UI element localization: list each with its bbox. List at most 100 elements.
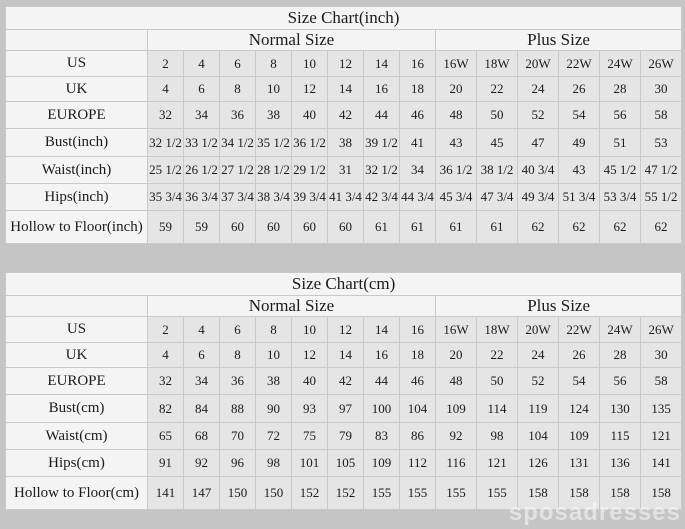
size-cell: 36 xyxy=(219,367,256,395)
size-cell: 158 xyxy=(517,476,559,510)
size-cell: 100 xyxy=(363,394,400,423)
size-cell: 14 xyxy=(327,76,364,102)
size-cell: 109 xyxy=(558,422,600,450)
size-cell: 52 xyxy=(517,101,559,129)
size-cell: 126 xyxy=(517,449,559,477)
size-cell: 135 xyxy=(639,394,683,423)
size-cell: 40 xyxy=(291,101,328,129)
size-cell: 36 3/4 xyxy=(183,183,220,211)
size-cell: 55 1/2 xyxy=(639,183,683,211)
size-cell: 52 xyxy=(517,367,559,395)
size-cell: 158 xyxy=(639,476,683,510)
corner-cell xyxy=(5,295,148,317)
row-label: US xyxy=(5,316,148,343)
size-cell: 2 xyxy=(147,50,184,77)
size-cell: 28 1/2 xyxy=(255,156,292,184)
size-cell: 24 xyxy=(517,76,559,102)
size-cell: 20 xyxy=(435,342,477,368)
size-cell: 35 3/4 xyxy=(147,183,184,211)
size-cell: 30 xyxy=(639,342,683,368)
size-cell: 72 xyxy=(255,422,292,450)
size-cell: 29 1/2 xyxy=(291,156,328,184)
size-cell: 131 xyxy=(558,449,600,477)
row-label: Bust(inch) xyxy=(5,128,148,157)
size-cell: 37 3/4 xyxy=(219,183,256,211)
size-cell: 35 1/2 xyxy=(255,128,292,157)
size-cell: 6 xyxy=(183,76,220,102)
table-row: Bust(inch) 32 1/2 33 1/2 34 1/2 35 1/2 36 1/2… xyxy=(5,128,683,157)
size-cell: 18W xyxy=(476,316,518,343)
size-cell: 49 xyxy=(558,128,600,157)
size-cell: 58 xyxy=(639,367,683,395)
size-cell: 50 xyxy=(476,101,518,129)
size-cell: 65 xyxy=(147,422,184,450)
size-chart-cm-table: Size Chart(cm) Normal Size Plus Size US 2 4 6 8… xyxy=(4,272,683,510)
size-cell: 34 xyxy=(183,367,220,395)
size-cell: 45 1/2 xyxy=(599,156,641,184)
size-cell: 10 xyxy=(255,76,292,102)
size-cell: 30 xyxy=(639,76,683,102)
size-cell: 8 xyxy=(255,50,292,77)
size-cell: 31 xyxy=(327,156,364,184)
size-cell: 61 xyxy=(435,210,477,244)
size-cell: 61 xyxy=(476,210,518,244)
table-title: Size Chart(cm) xyxy=(4,272,683,296)
size-cell: 101 xyxy=(291,449,328,477)
size-cell: 16 xyxy=(363,342,400,368)
size-cell: 50 xyxy=(476,367,518,395)
size-cell: 26 xyxy=(558,76,600,102)
size-cell: 150 xyxy=(219,476,256,510)
table-row: US 2 4 6 8 10 12 14 16 16W 18W 20W 22W 24W 26W xyxy=(5,316,683,343)
size-cell: 92 xyxy=(183,449,220,477)
size-cell: 39 3/4 xyxy=(291,183,328,211)
size-cell: 20W xyxy=(517,50,559,77)
size-cell: 16W xyxy=(435,316,477,343)
size-cell: 48 xyxy=(435,101,477,129)
group-header: Plus Size xyxy=(434,29,683,51)
size-cell: 60 xyxy=(291,210,328,244)
size-cell: 96 xyxy=(219,449,256,477)
size-cell: 56 xyxy=(599,367,641,395)
size-cell: 2 xyxy=(147,316,184,343)
size-cell: 8 xyxy=(219,342,256,368)
size-cell: 6 xyxy=(219,50,256,77)
size-cell: 152 xyxy=(291,476,328,510)
size-cell: 46 xyxy=(399,367,436,395)
size-cell: 62 xyxy=(599,210,641,244)
table-row: EUROPE 32 34 36 38 40 42 44 46 48 50 52 54 56 58 xyxy=(5,101,683,129)
size-cell: 38 1/2 xyxy=(476,156,518,184)
size-cell: 6 xyxy=(183,342,220,368)
size-cell: 158 xyxy=(558,476,600,510)
size-cell: 4 xyxy=(183,50,220,77)
size-cell: 12 xyxy=(291,342,328,368)
size-cell: 4 xyxy=(147,342,184,368)
size-cell: 136 xyxy=(599,449,641,477)
size-cell: 32 xyxy=(147,367,184,395)
size-cell: 60 xyxy=(255,210,292,244)
size-cell: 12 xyxy=(327,50,364,77)
size-cell: 121 xyxy=(476,449,518,477)
size-cell: 16W xyxy=(435,50,477,77)
size-cell: 28 xyxy=(599,76,641,102)
size-cell: 59 xyxy=(147,210,184,244)
size-cell: 40 3/4 xyxy=(517,156,559,184)
size-cell: 41 3/4 xyxy=(327,183,364,211)
size-cell: 8 xyxy=(219,76,256,102)
size-cell: 88 xyxy=(219,394,256,423)
row-label: UK xyxy=(5,76,148,102)
size-cell: 70 xyxy=(219,422,256,450)
size-cell: 54 xyxy=(558,101,600,129)
row-label: Hips(inch) xyxy=(5,183,148,211)
size-cell: 60 xyxy=(327,210,364,244)
group-header: Normal Size xyxy=(147,29,436,51)
size-cell: 47 3/4 xyxy=(476,183,518,211)
size-cell: 44 xyxy=(363,101,400,129)
size-cell: 10 xyxy=(291,50,328,77)
size-cell: 26W xyxy=(639,50,683,77)
size-cell: 93 xyxy=(291,394,328,423)
size-chart-inch-table: Size Chart(inch) Normal Size Plus Size US 2 4… xyxy=(4,6,683,244)
size-cell: 75 xyxy=(291,422,328,450)
size-cell: 26W xyxy=(639,316,683,343)
size-cell: 47 xyxy=(517,128,559,157)
table-row: Hips(cm) 91 92 96 98 101 105 109 112 116 121 126 131… xyxy=(5,449,683,477)
